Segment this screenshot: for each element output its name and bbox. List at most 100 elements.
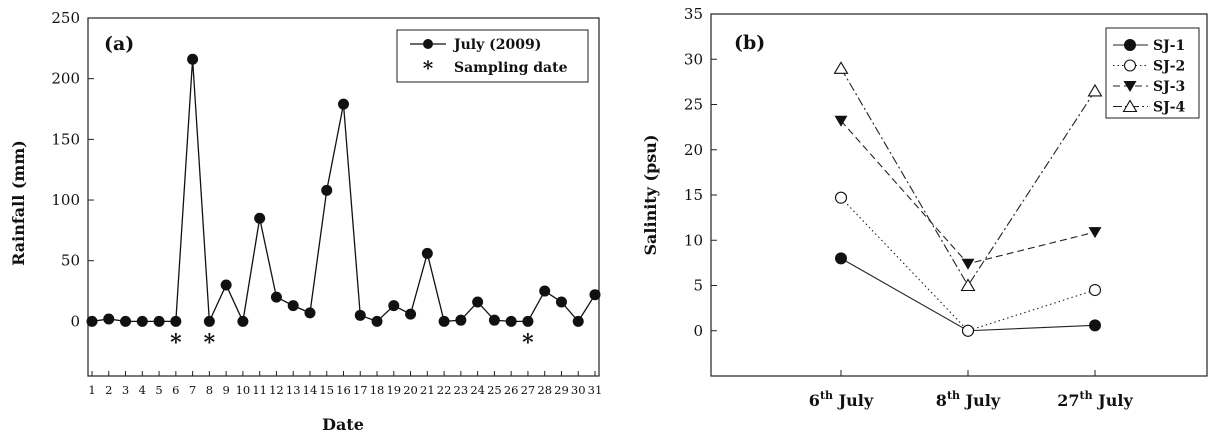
panel-label-a: (a): [104, 33, 134, 55]
rainfall-point: [237, 315, 249, 327]
rainfall-point: [338, 98, 349, 110]
salinity-point-sj-2: [1088, 283, 1102, 297]
rainfall-x-tick-label: 1: [88, 383, 95, 397]
salinity-legend: SJ-1 SJ-2 SJ-3 SJ-4: [1105, 27, 1200, 119]
rainfall-point: [120, 315, 132, 327]
rainfall-point: [304, 307, 316, 319]
rainfall-y-label: Rainfall (mm): [9, 140, 28, 266]
rainfall-point: [371, 315, 383, 327]
rainfall-x-tick-label: 6: [172, 383, 179, 397]
rainfall-point: [153, 315, 165, 327]
salinity-y-tick-label: 10: [684, 231, 703, 249]
sampling-star: *: [522, 330, 534, 356]
rainfall-point: [589, 289, 601, 301]
rainfall-x-tick-label: 2: [105, 383, 112, 397]
rainfall-point: [388, 300, 400, 312]
rainfall-point: [103, 313, 115, 325]
rainfall-point: [287, 300, 299, 312]
salinity-y-axis: 0 5 10 15 20 25 30 35: [684, 5, 717, 340]
rainfall-x-tick-label: 8: [206, 383, 213, 397]
salinity-y-label: Salinity (psu): [641, 134, 660, 255]
salinity-x-axis: 6th July 8th July 27th July: [809, 370, 1133, 410]
salinity-x-tick-label: 8th July: [936, 389, 1001, 410]
rainfall-y-tick-label: 0: [70, 312, 80, 330]
salinity-point-sj-3: [1088, 227, 1102, 239]
rainfall-x-tick-label: 14: [303, 383, 318, 397]
rainfall-point: [572, 315, 584, 327]
salinity-point-sj-1: [835, 252, 847, 265]
salinity-line-sj-4: [840, 68, 1096, 287]
rainfall-point: [405, 308, 417, 320]
rainfall-x-tick-label: 27: [521, 383, 536, 397]
salinity-point-sj-4: [960, 278, 976, 292]
salinity-point-sj-2: [834, 191, 848, 204]
salinity-legend-marker: [1122, 99, 1138, 113]
rainfall-point: [455, 314, 467, 326]
rainfall-y-tick-label: 150: [51, 130, 80, 148]
salinity-point-sj-3: [834, 115, 848, 127]
salinity-chart: 0 5 10 15 20 25 30 35 6th July 8th July 27th July…: [641, 5, 1208, 410]
rainfall-x-tick-label: 10: [236, 383, 251, 397]
rainfall-point: [170, 315, 182, 327]
rainfall-point: [321, 184, 333, 196]
rainfall-legend-box: [396, 29, 589, 83]
rainfall-x-tick-label: 16: [336, 383, 351, 397]
rainfall-point: [354, 309, 366, 321]
rainfall-point: [438, 315, 450, 327]
rainfall-point: [254, 212, 266, 224]
rainfall-x-tick-label: 25: [487, 383, 502, 397]
salinity-legend-marker: [1123, 59, 1137, 72]
legend-sampling-marker: *: [423, 56, 434, 80]
rainfall-x-tick-label: 24: [470, 383, 485, 397]
rainfall-x-tick-label: 12: [269, 383, 284, 397]
rainfall-point: [472, 296, 484, 308]
rainfall-x-tick-label: 30: [571, 383, 586, 397]
rainfall-x-tick-label: 3: [122, 383, 129, 397]
legend-july-label: July (2009): [452, 37, 541, 53]
rainfall-point: [539, 285, 551, 297]
rainfall-y-tick-label: 250: [51, 9, 80, 27]
salinity-point-sj-3: [961, 258, 975, 270]
rainfall-x-tick-label: 28: [537, 383, 552, 397]
rainfall-point: [136, 315, 148, 327]
salinity-y-tick-label: 0: [693, 322, 703, 340]
sampling-star: *: [204, 330, 216, 356]
rainfall-x-tick-label: 22: [437, 383, 452, 397]
salinity-y-tick-label: 5: [693, 277, 703, 295]
rainfall-point: [270, 291, 282, 303]
salinity-legend-box: [1105, 27, 1200, 119]
rainfall-x-tick-label: 7: [189, 383, 196, 397]
rainfall-y-axis: 0 50 100 150 200 250: [51, 9, 94, 330]
salinity-y-tick-label: 25: [684, 96, 703, 114]
salinity-y-tick-label: 20: [684, 141, 703, 159]
rainfall-y-tick-label: 200: [51, 70, 80, 88]
salinity-x-tick-label: 6th July: [809, 389, 874, 410]
salinity-legend-label: SJ-2: [1153, 59, 1185, 75]
salinity-y-tick-label: 15: [684, 186, 703, 204]
salinity-legend-marker: [1124, 39, 1136, 51]
salinity-point-sj-4: [833, 61, 849, 74]
salinity-points: [833, 61, 1103, 337]
legend-july-marker: [423, 39, 433, 49]
rainfall-x-tick-label: 9: [222, 383, 229, 397]
rainfall-x-tick-label: 26: [504, 383, 519, 397]
rainfall-x-tick-label: 21: [420, 383, 435, 397]
salinity-legend-label: SJ-1: [1153, 38, 1185, 54]
rainfall-point: [522, 315, 534, 327]
salinity-y-tick-label: 30: [684, 50, 703, 68]
rainfall-x-tick-label: 20: [403, 383, 418, 397]
panel-label-b: (b): [734, 32, 765, 54]
rainfall-x-tick-label: 5: [155, 383, 162, 397]
salinity-legend-label: SJ-3: [1153, 79, 1185, 95]
rainfall-point: [220, 279, 232, 291]
legend-sampling-label: Sampling date: [454, 60, 568, 76]
rainfall-series-line: [91, 59, 596, 324]
rainfall-legend: July (2009) * Sampling date: [396, 29, 589, 83]
rainfall-points: [86, 53, 601, 327]
rainfall-line: [91, 59, 596, 324]
rainfall-x-tick-label: 4: [139, 383, 146, 397]
sampling-date-markers: * * *: [170, 330, 534, 356]
salinity-legend-label: SJ-4: [1153, 100, 1186, 116]
rainfall-x-tick-label: 19: [386, 383, 401, 397]
